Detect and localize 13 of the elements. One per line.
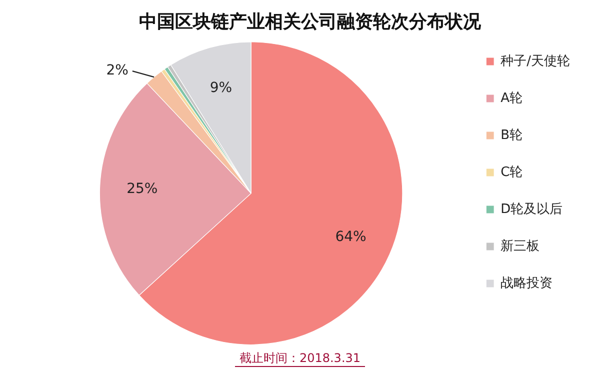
data-label: 64%	[335, 228, 366, 245]
text: 截止时间：2018.3.31	[235, 351, 365, 367]
data-label: 25%	[126, 180, 158, 197]
chart-title: 中国区块链产业相关公司融资轮次分布状况	[139, 11, 482, 32]
legend-label: 种子/天使轮	[500, 54, 570, 69]
legend-label: 战略投资	[500, 276, 553, 291]
data-label: 9%	[210, 80, 232, 96]
legend-label: D轮及以后	[500, 202, 563, 217]
data-label: 2%	[106, 62, 128, 79]
legend-label: A轮	[500, 90, 523, 106]
legend-label: 新三板	[500, 238, 540, 254]
legend-label: C轮	[500, 164, 523, 180]
legend-label: B轮	[500, 128, 523, 143]
